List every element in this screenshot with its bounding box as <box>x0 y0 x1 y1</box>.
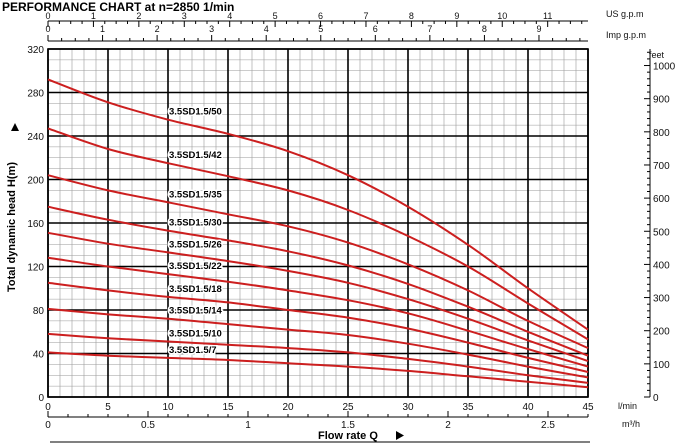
usgpm-tick-label: 4 <box>227 11 232 21</box>
m3h-tick-label: 2.5 <box>541 420 555 431</box>
feet-tick-label: 0 <box>653 393 659 404</box>
usgpm-tick-label: 7 <box>363 11 368 21</box>
x-axis-arrow-icon <box>396 431 404 440</box>
impgpm-tick-label: 1 <box>100 24 105 34</box>
x-tick-label: 25 <box>342 402 354 413</box>
chart-series <box>47 78 589 389</box>
chart-labels: 3.5SD1.5/50 3.5SD1.5/42 3.5SD1.5/35 3.5SD1.… <box>168 105 225 357</box>
plot-frame <box>47 48 589 398</box>
feet-tick-label: 400 <box>653 260 670 271</box>
y-tick-label: 320 <box>27 45 44 56</box>
curve-label: 3.5SD1.5/18 <box>169 284 222 295</box>
feet-tick-label: 200 <box>653 327 670 338</box>
chart-title: PERFORMANCE CHART at n=2850 1/min <box>2 0 234 14</box>
y-axis-arrow-icon <box>11 123 19 131</box>
curve-label: 3.5SD1.5/7 <box>169 345 217 356</box>
curve-label: 3.5SD1.5/42 <box>169 150 222 161</box>
y-tick-label: 40 <box>33 350 45 361</box>
impgpm-tick-label: 0 <box>45 24 50 34</box>
curve-label: 3.5SD1.5/22 <box>169 261 222 272</box>
usgpm-tick-label: 1 <box>91 11 96 21</box>
usgpm-tick-label: 6 <box>318 11 323 21</box>
performance-curve <box>47 174 589 350</box>
x-unit-label: l/min <box>618 401 637 411</box>
performance-curve <box>47 205 589 357</box>
y-tick-label: 280 <box>27 89 44 100</box>
m3h-tick-label: 2 <box>445 420 451 431</box>
y-axis-label: Total dynamic head H(m) <box>6 162 18 292</box>
feet-tick-label: 500 <box>653 227 670 238</box>
x-tick-label: 20 <box>282 402 294 413</box>
y-tick-label: 200 <box>27 176 44 187</box>
impgpm-tick-label: 4 <box>264 24 269 34</box>
x-tick-label: 15 <box>222 402 234 413</box>
y-tick-label: 240 <box>27 132 44 143</box>
impgpm-tick-label: 5 <box>318 24 323 34</box>
feet-tick-label: 100 <box>653 360 670 371</box>
x-tick-label: 40 <box>522 402 534 413</box>
performance-curve <box>47 351 589 389</box>
feet-tick-label: 800 <box>653 128 670 139</box>
curve-label: 3.5SD1.5/26 <box>169 239 222 250</box>
impgpm-tick-label: 9 <box>536 24 541 34</box>
m3h-tick-label: 1.5 <box>341 420 355 431</box>
feet-tick-label: 600 <box>653 194 670 205</box>
usgpm-unit-label: US g.p.m <box>606 9 644 19</box>
x-tick-label: 30 <box>402 402 414 413</box>
x-tick-label: 45 <box>582 402 594 413</box>
x-tick-label: 35 <box>462 402 474 413</box>
y-tick-label: 160 <box>27 219 44 230</box>
impgpm-unit-label: Imp g.p.m <box>606 30 646 40</box>
curve-label: 3.5SD1.5/14 <box>169 306 223 317</box>
performance-curve <box>47 332 589 384</box>
impgpm-tick-label: 7 <box>427 24 432 34</box>
m3h-tick-label: 1 <box>245 420 251 431</box>
x-tick-label: 5 <box>105 402 111 413</box>
usgpm-tick-label: 5 <box>273 11 278 21</box>
x-tick-label: 10 <box>162 402 174 413</box>
usgpm-tick-label: 8 <box>409 11 414 21</box>
usgpm-tick-label: 9 <box>454 11 459 21</box>
m3h-tick-label: 0.5 <box>141 420 155 431</box>
usgpm-tick-label: 10 <box>497 11 507 21</box>
usgpm-tick-label: 2 <box>136 11 141 21</box>
impgpm-tick-label: 8 <box>482 24 487 34</box>
curve-label: 3.5SD1.5/35 <box>169 189 223 200</box>
y-tick-label: 80 <box>33 306 45 317</box>
feet-tick-label: 900 <box>653 95 670 106</box>
feet-unit-label: feet <box>649 50 665 60</box>
impgpm-tick-label: 3 <box>209 24 214 34</box>
curve-label: 3.5SD1.5/10 <box>169 329 222 340</box>
y-tick-label: 120 <box>27 263 44 274</box>
x-axis-label: Flow rate Q <box>318 430 378 442</box>
feet-tick-label: 700 <box>653 161 670 172</box>
performance-curve <box>47 307 589 379</box>
x2-unit-label: m³/h <box>622 419 640 429</box>
performance-curve <box>47 231 589 363</box>
performance-curve <box>47 127 589 341</box>
feet-tick-label: 300 <box>653 294 670 305</box>
feet-tick-label: 1000 <box>653 62 676 73</box>
curve-label: 3.5SD1.5/30 <box>169 218 222 229</box>
usgpm-tick-label: 0 <box>45 11 50 21</box>
usgpm-tick-label: 11 <box>543 11 552 21</box>
usgpm-tick-label: 3 <box>182 11 187 21</box>
curve-label: 3.5SD1.5/50 <box>169 107 222 118</box>
impgpm-tick-label: 2 <box>155 24 160 34</box>
x-tick-label: 0 <box>45 402 51 413</box>
impgpm-tick-label: 6 <box>373 24 378 34</box>
performance-curve <box>47 256 589 368</box>
performance-curve <box>47 78 589 331</box>
m3h-tick-label: 0 <box>45 420 51 431</box>
y-tick-label: 0 <box>38 393 44 404</box>
performance-curve <box>47 281 589 373</box>
